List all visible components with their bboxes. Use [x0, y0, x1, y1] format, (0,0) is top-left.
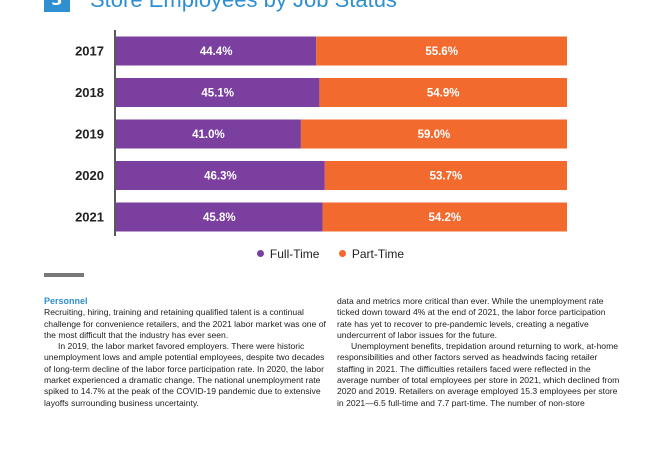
paragraph: In 2019, the labor market favored employ…: [44, 341, 325, 408]
bar-part-time-2021: [322, 202, 567, 232]
stacked-bar-chart: 2017 44.4% 55.6% 2018 45.1% 54.9% 2019 41.0% 59.…: [75, 30, 567, 236]
figure-number-badge: 3: [44, 0, 70, 12]
data-label-part-time-2020: 53.7%: [430, 171, 463, 183]
data-label-part-time-2021: 54.2%: [428, 212, 461, 224]
legend-label-part-time: Part-Time: [351, 246, 405, 261]
paragraph: data and metrics more critical than ever…: [337, 296, 606, 340]
paragraph: Unemployment benefits, trepidation aroun…: [337, 341, 620, 408]
data-label-full-time-2020: 46.3%: [204, 171, 237, 183]
bars-group: 2017 44.4% 55.6% 2018 45.1% 54.9% 2019 41.0% 59.…: [75, 36, 567, 232]
category-label-2017: 2017: [75, 44, 104, 59]
legend-item-part-time: Part-Time: [338, 246, 405, 261]
data-label-part-time-2019: 59.0%: [418, 129, 451, 141]
section-heading: Personnel: [44, 296, 88, 306]
category-label-2021: 2021: [75, 210, 104, 225]
bar-part-time-2020: [324, 161, 567, 190]
legend-label-full-time: Full-Time: [269, 246, 320, 261]
bar-part-time-2018: [319, 78, 567, 107]
category-label-2020: 2020: [75, 168, 104, 183]
chart-title: Store Employees by Job Status: [90, 0, 397, 12]
bar-full-time-2021: [116, 202, 323, 232]
data-label-full-time-2021: 45.8%: [203, 212, 236, 224]
bar-full-time-2019: [116, 119, 301, 149]
category-label-2019: 2019: [75, 127, 104, 142]
bar-full-time-2017: [116, 36, 317, 66]
data-label-full-time-2019: 41.0%: [192, 129, 225, 141]
paragraph: Recruiting, hiring, training and retaini…: [44, 307, 326, 340]
legend-swatch-part-time: [338, 250, 346, 257]
data-label-full-time-2018: 45.1%: [201, 88, 234, 100]
bar-part-time-2019: [300, 119, 567, 149]
legend-swatch-full-time: [256, 250, 264, 257]
data-label-full-time-2017: 44.4%: [200, 46, 233, 58]
bar-full-time-2018: [116, 78, 320, 107]
data-label-part-time-2017: 55.6%: [425, 46, 458, 58]
chart-legend: Full-Time Part-Time: [0, 246, 661, 261]
bar-full-time-2020: [116, 161, 325, 190]
data-label-part-time-2018: 54.9%: [427, 88, 460, 100]
category-label-2018: 2018: [75, 85, 104, 100]
chart-header: 3 Store Employees by Job Status: [0, 0, 661, 14]
article-left-column: Personnel Recruiting, hiring, training a…: [44, 296, 328, 409]
article-right-column: data and metrics more critical than ever…: [337, 296, 621, 409]
legend-item-full-time: Full-Time: [256, 246, 320, 261]
section-divider: [44, 273, 84, 277]
bar-part-time-2017: [316, 36, 567, 66]
